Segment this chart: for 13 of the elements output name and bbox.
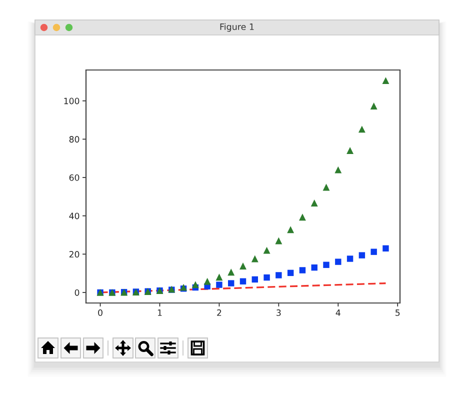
x-tick-label: 1 xyxy=(158,310,162,316)
x-tick-label: 5 xyxy=(396,310,400,316)
y-tick-label: 40 xyxy=(69,212,80,220)
x-tick-label: 0 xyxy=(98,309,102,316)
y-tick-label: 60 xyxy=(69,174,80,181)
chart-title: Figure 1 xyxy=(220,23,254,32)
x-tick-label: 4 xyxy=(336,310,340,316)
x-tick-label: 2 xyxy=(217,309,222,316)
y-tick-label: 20 xyxy=(69,251,80,258)
x-tick-label: 3 xyxy=(276,309,281,316)
y-tick-label: 0 xyxy=(74,289,80,296)
y-tick-label: 100 xyxy=(64,98,80,104)
y-tick-label: 80 xyxy=(69,136,80,143)
